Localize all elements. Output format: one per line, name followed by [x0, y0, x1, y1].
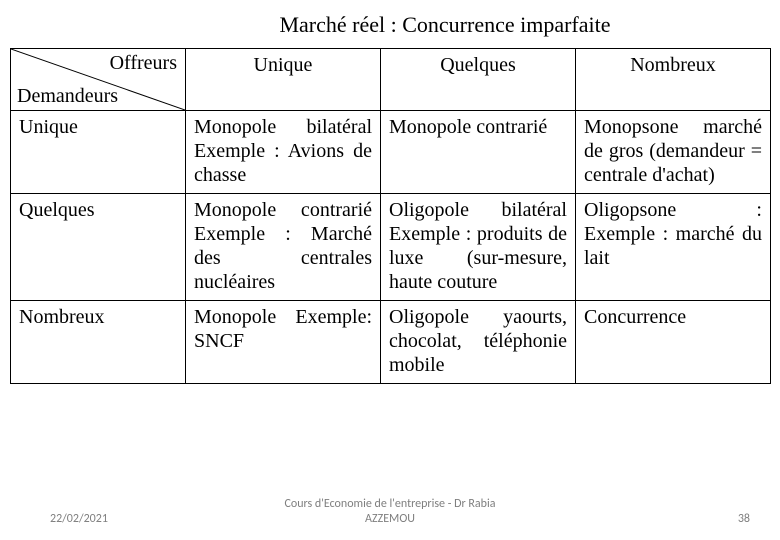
market-table: Offreurs Demandeurs Unique Quelques Nomb… — [10, 48, 771, 384]
footer-author: Cours d'Economie de l'entreprise - Dr Ra… — [20, 497, 760, 526]
cell: Oligopsone : Exemple : marché du lait — [576, 194, 771, 301]
corner-top-label: Offreurs — [110, 51, 177, 75]
col-header-unique: Unique — [186, 49, 381, 111]
page-title: Marché réel : Concurrence imparfaite — [130, 12, 760, 38]
table-row: Nombreux Monopole Exemple: SNCF Oligopol… — [11, 301, 771, 384]
footer-page-number: 38 — [738, 512, 750, 526]
table-header-row: Offreurs Demandeurs Unique Quelques Nomb… — [11, 49, 771, 111]
table-row: Quelques Monopole contrarié Exemple : Ma… — [11, 194, 771, 301]
table-row: Unique Monopole bilatéral Exemple : Avio… — [11, 111, 771, 194]
row-header-unique: Unique — [11, 111, 186, 194]
corner-bottom-label: Demandeurs — [17, 84, 118, 108]
footer-line2: AZZEMOU — [365, 512, 415, 526]
col-header-nombreux: Nombreux — [576, 49, 771, 111]
cell: Monopole contrarié Exemple : Marché des … — [186, 194, 381, 301]
cell: Monopole Exemple: SNCF — [186, 301, 381, 384]
row-header-nombreux: Nombreux — [11, 301, 186, 384]
cell: Concurrence — [576, 301, 771, 384]
corner-cell: Offreurs Demandeurs — [11, 49, 186, 111]
cell: Oligopole bilatéral Exemple : produits d… — [381, 194, 576, 301]
cell: Monopsone marché de gros (demandeur = ce… — [576, 111, 771, 194]
footer-line1: Cours d'Economie de l'entreprise - Dr Ra… — [285, 497, 496, 511]
cell: Oligopole yaourts, chocolat, téléphonie … — [381, 301, 576, 384]
row-header-quelques: Quelques — [11, 194, 186, 301]
cell: Monopole contrarié — [381, 111, 576, 194]
col-header-quelques: Quelques — [381, 49, 576, 111]
slide: Marché réel : Concurrence imparfaite Off… — [0, 0, 780, 540]
cell: Monopole bilatéral Exemple : Avions de c… — [186, 111, 381, 194]
